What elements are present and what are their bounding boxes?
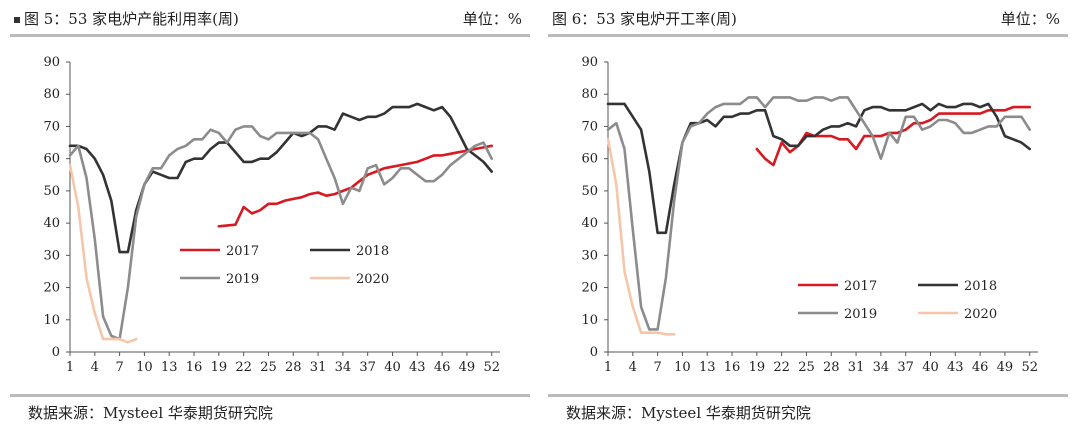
bottom-rule bbox=[10, 394, 530, 397]
legend-item-2018: 2018 bbox=[310, 244, 389, 259]
y-tick-label: 10 bbox=[581, 313, 598, 328]
y-tick-label: 20 bbox=[581, 281, 598, 296]
chart-header: 图 5：53 家电炉产能利用率(周) 单位：% bbox=[10, 8, 530, 32]
x-tick-label: 22 bbox=[235, 360, 252, 375]
y-tick-label: 10 bbox=[43, 313, 60, 328]
x-tick-label: 46 bbox=[434, 360, 451, 375]
chart-title: 图 5：53 家电炉产能利用率(周) bbox=[24, 10, 239, 28]
series-line-2017 bbox=[217, 144, 494, 228]
x-tick-label: 25 bbox=[260, 360, 277, 375]
legend-item-2020: 2020 bbox=[918, 307, 997, 322]
chart-source: 数据来源：Mysteel 华泰期货研究院 bbox=[28, 404, 273, 422]
y-tick-label: 40 bbox=[43, 216, 60, 231]
top-rule bbox=[10, 34, 530, 37]
x-tick-label: 52 bbox=[483, 360, 500, 375]
series-line-2018 bbox=[68, 102, 494, 254]
x-tick-label: 40 bbox=[922, 360, 939, 375]
x-tick-label: 7 bbox=[653, 360, 661, 375]
y-tick-label: 80 bbox=[43, 87, 60, 102]
x-tick-label: 4 bbox=[629, 360, 637, 375]
line-chart: 0 10 20 30 40 50 60 70 80 90 1 4 7 10 13 16 19 22 25 28 31 34… bbox=[581, 55, 1038, 375]
legend-label: 2017 bbox=[844, 279, 877, 294]
legend-label: 2020 bbox=[964, 307, 997, 322]
y-tick-label: 40 bbox=[581, 216, 598, 231]
x-tick-label: 40 bbox=[384, 360, 401, 375]
x-tick-label: 43 bbox=[409, 360, 426, 375]
x-tick-label: 16 bbox=[724, 360, 741, 375]
legend-label: 2020 bbox=[356, 272, 389, 287]
y-tick-label: 0 bbox=[590, 345, 598, 360]
y-tick-label: 0 bbox=[52, 345, 60, 360]
x-tick-label: 16 bbox=[186, 360, 203, 375]
chart-source: 数据来源：Mysteel 华泰期货研究院 bbox=[566, 404, 811, 422]
legend-item-2019: 2019 bbox=[180, 272, 259, 287]
y-tick-label: 30 bbox=[43, 248, 60, 263]
y-tick-label: 50 bbox=[43, 184, 60, 199]
x-tick-label: 37 bbox=[897, 360, 914, 375]
x-tick-label: 1 bbox=[604, 360, 612, 375]
chart-unit: 单位：% bbox=[462, 10, 522, 28]
x-tick-label: 31 bbox=[310, 360, 327, 375]
x-tick-label: 25 bbox=[798, 360, 815, 375]
x-tick-label: 49 bbox=[997, 360, 1014, 375]
x-tick-label: 28 bbox=[823, 360, 840, 375]
series-line-2020 bbox=[68, 163, 138, 344]
x-tick-label: 10 bbox=[674, 360, 691, 375]
y-tick-label: 60 bbox=[43, 152, 60, 167]
x-tick-label: 37 bbox=[359, 360, 376, 375]
bottom-rule bbox=[548, 394, 1068, 397]
chart-header: 图 6：53 家电炉开工率(周) 单位：% bbox=[548, 8, 1068, 32]
chart-unit: 单位：% bbox=[1000, 10, 1060, 28]
x-tick-label: 4 bbox=[91, 360, 99, 375]
y-tick-label: 20 bbox=[43, 281, 60, 296]
x-tick-label: 43 bbox=[947, 360, 964, 375]
legend-item-2018: 2018 bbox=[918, 279, 997, 294]
y-tick-label: 30 bbox=[581, 248, 598, 263]
legend-label: 2017 bbox=[226, 244, 259, 259]
y-tick-label: 70 bbox=[581, 119, 598, 134]
y-tick-label: 80 bbox=[581, 87, 598, 102]
legend-label: 2018 bbox=[964, 279, 997, 294]
x-tick-label: 34 bbox=[873, 360, 890, 375]
bullet-marker bbox=[14, 17, 20, 23]
legend-item-2019: 2019 bbox=[798, 307, 877, 322]
x-tick-label: 52 bbox=[1021, 360, 1038, 375]
x-tick-label: 19 bbox=[211, 360, 228, 375]
legend-item-2020: 2020 bbox=[310, 272, 389, 287]
legend-label: 2019 bbox=[226, 272, 259, 287]
series-line-2019 bbox=[68, 125, 494, 341]
x-tick-label: 31 bbox=[848, 360, 865, 375]
x-tick-label: 13 bbox=[699, 360, 716, 375]
legend-item-2017: 2017 bbox=[798, 279, 877, 294]
y-tick-label: 90 bbox=[43, 55, 60, 70]
y-tick-label: 70 bbox=[43, 119, 60, 134]
chart-title: 图 6：53 家电炉开工率(周) bbox=[552, 10, 737, 28]
y-tick-label: 60 bbox=[581, 152, 598, 167]
x-tick-label: 46 bbox=[972, 360, 989, 375]
chart-panel-fig6: 图 6：53 家电炉开工率(周) 单位：% 0 10 20 30 40 50 60 70 80 9… bbox=[548, 0, 1068, 432]
top-rule bbox=[548, 34, 1068, 37]
legend-label: 2019 bbox=[844, 307, 877, 322]
series-line-2019 bbox=[606, 96, 1032, 331]
x-tick-label: 7 bbox=[115, 360, 123, 375]
legend-label: 2018 bbox=[356, 244, 389, 259]
x-tick-label: 19 bbox=[749, 360, 766, 375]
x-tick-label: 49 bbox=[459, 360, 476, 375]
x-tick-label: 13 bbox=[161, 360, 178, 375]
x-tick-label: 34 bbox=[335, 360, 352, 375]
x-tick-label: 22 bbox=[773, 360, 790, 375]
line-chart: 0 10 20 30 40 50 60 70 80 90 1 4 7 10 13 16 19 22 25 28 31 34… bbox=[43, 55, 500, 375]
chart-panel-fig5: 图 5：53 家电炉产能利用率(周) 单位：% 0 10 20 30 40 50 60 70 8… bbox=[10, 0, 530, 432]
x-tick-label: 1 bbox=[66, 360, 74, 375]
y-tick-label: 90 bbox=[581, 55, 598, 70]
x-tick-label: 28 bbox=[285, 360, 302, 375]
legend-item-2017: 2017 bbox=[180, 244, 259, 259]
series-line-2020 bbox=[606, 138, 676, 336]
series-line-2018 bbox=[606, 102, 1032, 235]
x-tick-label: 10 bbox=[136, 360, 153, 375]
y-tick-label: 50 bbox=[581, 184, 598, 199]
